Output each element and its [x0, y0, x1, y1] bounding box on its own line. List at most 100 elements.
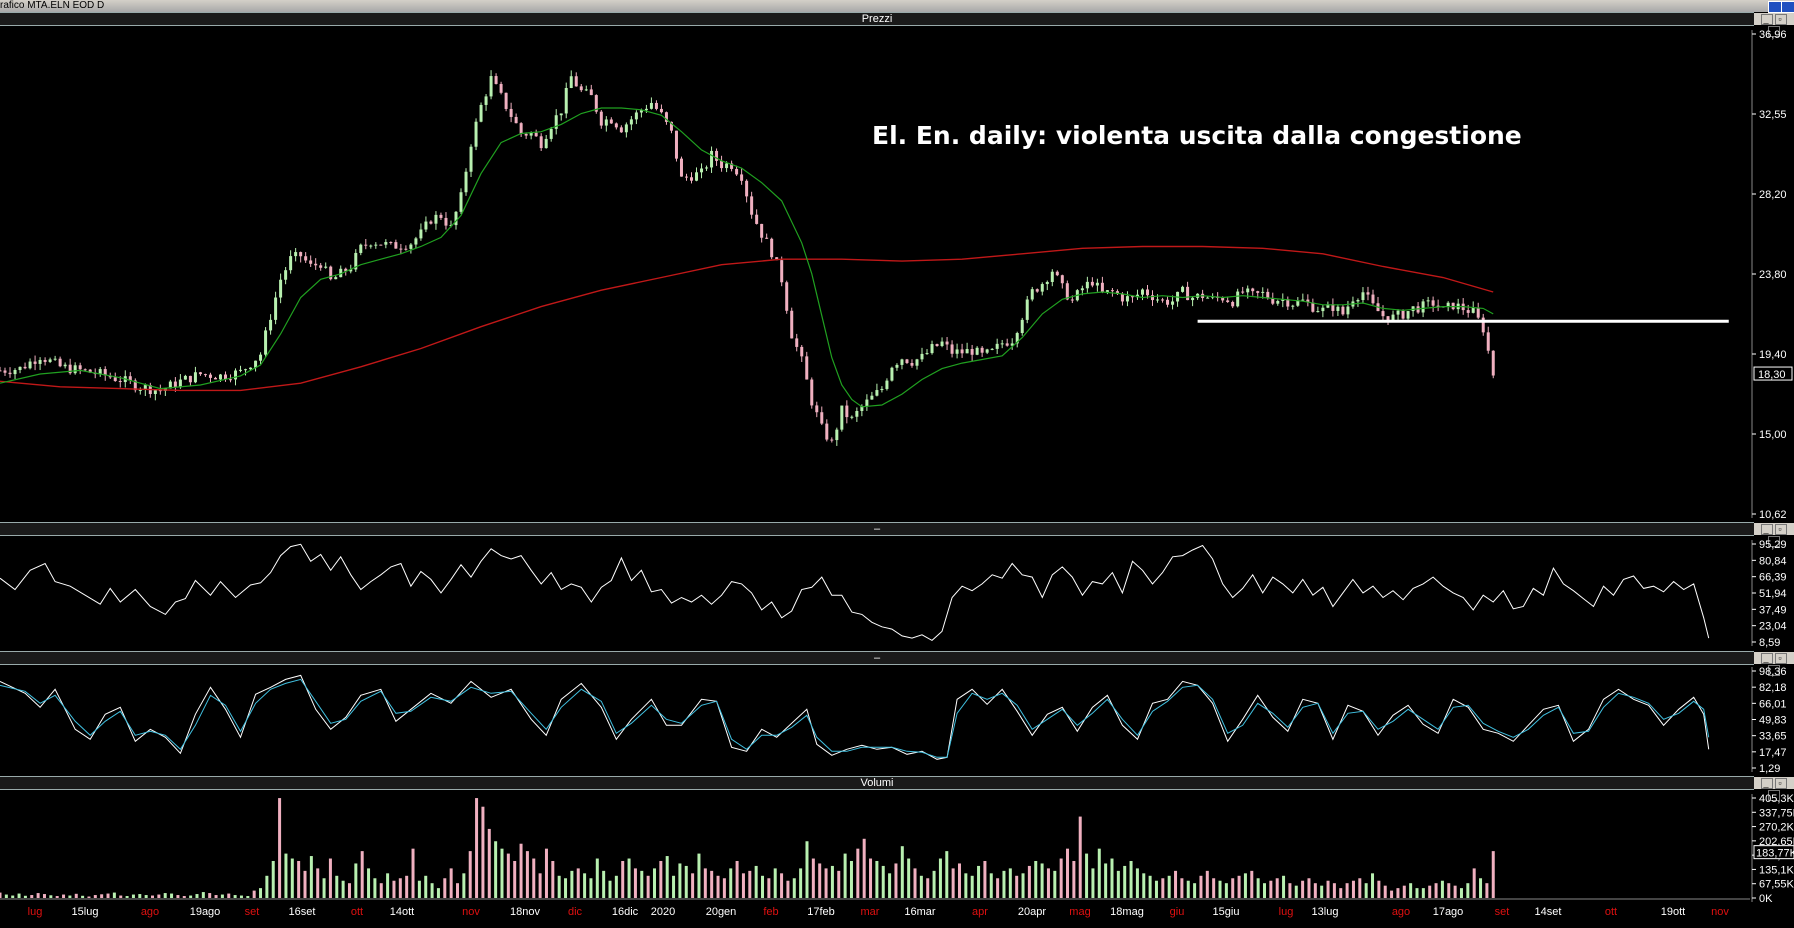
- volume-bar: [913, 868, 917, 898]
- candle-body: [644, 108, 648, 111]
- candle-body: [1100, 282, 1104, 292]
- candle-body: [369, 245, 373, 247]
- date-tick-label: 15giu: [1213, 906, 1240, 918]
- candle-body: [1115, 291, 1119, 295]
- date-tick-label: mar: [861, 906, 880, 918]
- volume-panel-controls[interactable]: _ ▫□: [1754, 777, 1794, 801]
- candle-body: [1020, 319, 1024, 334]
- price-panel-label: Prezzi: [861, 13, 893, 25]
- candle-body: [229, 379, 233, 381]
- volume-bar: [1015, 875, 1019, 898]
- candle-body: [1156, 299, 1160, 301]
- panel-restore-icon[interactable]: ▫: [1775, 524, 1787, 535]
- panel-restore-icon[interactable]: ▫: [1775, 778, 1787, 789]
- candle-body: [569, 76, 573, 88]
- date-tick-label: 18nov: [510, 906, 540, 918]
- candle-body: [1451, 302, 1455, 310]
- rsi-panel[interactable]: 95,29 80,84 66,39 51,94 37,49 23,04 8,59: [0, 539, 1787, 649]
- volume-bar: [1072, 860, 1076, 898]
- candle-body: [33, 361, 37, 364]
- candle-body: [865, 399, 869, 407]
- volume-bar: [945, 851, 949, 898]
- volume-tick-label: 405,3K: [1759, 793, 1794, 805]
- price-panel-controls[interactable]: _ ▫□: [1754, 13, 1794, 37]
- volume-bar: [932, 870, 936, 898]
- window-close-button[interactable]: [1781, 1, 1794, 13]
- candle-body: [73, 365, 77, 374]
- candle-body: [213, 377, 217, 380]
- volume-bar: [417, 880, 421, 898]
- volume-tick-label: 337,75K: [1759, 807, 1794, 819]
- volume-bar: [220, 894, 224, 898]
- panel-restore-icon[interactable]: ▫: [1775, 653, 1787, 664]
- candle-body: [239, 369, 243, 371]
- volume-bar: [1479, 878, 1483, 898]
- stoch-panel-controls[interactable]: _ ▫□: [1754, 652, 1794, 676]
- rsi-tick-label: 95,29: [1759, 539, 1787, 551]
- volume-bar: [1351, 880, 1355, 898]
- candle-body: [399, 248, 403, 250]
- candle-body: [1030, 289, 1034, 300]
- volume-bar: [640, 870, 644, 898]
- panel-maximize-icon[interactable]: □: [1768, 665, 1780, 676]
- panel-restore-icon[interactable]: ▫: [1775, 14, 1787, 25]
- candle-body: [173, 381, 177, 388]
- candle-body: [1421, 301, 1425, 313]
- volume-bar: [1358, 878, 1362, 898]
- volume-bar: [506, 853, 510, 898]
- candle-body: [1491, 350, 1495, 376]
- candle-body: [915, 359, 919, 366]
- candle-body: [629, 119, 633, 125]
- panel-maximize-icon[interactable]: □: [1768, 790, 1780, 801]
- volume-bar: [767, 878, 771, 898]
- candle-body: [274, 297, 278, 320]
- volume-bar: [49, 895, 53, 898]
- volume-bar: [405, 875, 409, 898]
- candle-body: [885, 380, 889, 389]
- volume-bar: [1002, 870, 1006, 898]
- volume-bar: [138, 894, 142, 898]
- volume-bar: [1472, 868, 1476, 898]
- candle-body: [559, 113, 563, 116]
- candle-body: [133, 380, 137, 391]
- volume-bar: [1345, 883, 1349, 898]
- volume-bar: [195, 894, 199, 898]
- candle-body: [384, 242, 388, 245]
- volume-bar: [1218, 880, 1222, 898]
- volume-bar: [11, 895, 15, 898]
- candle-body: [960, 349, 964, 354]
- date-tick-label: 14set: [1535, 906, 1562, 918]
- candle-body: [1065, 283, 1069, 300]
- price-panel[interactable]: 36,96 32,55 28,20 23,80 19,40 15,00 10,62 18,30: [0, 29, 1793, 521]
- candle-body: [509, 108, 513, 117]
- candle-body: [439, 214, 443, 218]
- volume-bar: [602, 870, 606, 898]
- volume-bar: [392, 880, 396, 898]
- candle-body: [654, 102, 658, 109]
- candle-body: [745, 180, 749, 197]
- candle-body: [825, 423, 829, 440]
- volume-bar: [1123, 865, 1127, 898]
- volume-bar: [233, 895, 237, 898]
- candle-body: [389, 242, 393, 244]
- panel-maximize-icon[interactable]: □: [1768, 536, 1780, 547]
- candle-body: [554, 115, 558, 129]
- candle-body: [1281, 299, 1285, 301]
- volume-panel[interactable]: 405,3K 337,75K 270,2K 202,65K183,77K 135,1K 6…: [0, 793, 1794, 905]
- candle-body: [314, 263, 318, 266]
- volume-bar: [672, 875, 676, 898]
- candle-body: [469, 146, 473, 172]
- candle-body: [394, 242, 398, 249]
- candle-body: [1145, 289, 1149, 296]
- last-price-tag-box: [1753, 366, 1793, 381]
- candle-body: [168, 381, 172, 389]
- candle-body: [218, 374, 222, 380]
- candle-body: [1396, 310, 1400, 315]
- volume-bar: [398, 878, 402, 898]
- stochastic-panel[interactable]: 98,36 82,18 66,01 49,83 33,65 17,47 1,29: [0, 666, 1787, 775]
- candle-body: [770, 238, 774, 258]
- candle-body: [1381, 311, 1385, 317]
- rsi-panel-controls[interactable]: _ ▫□: [1754, 523, 1794, 547]
- panel-maximize-icon[interactable]: □: [1768, 26, 1780, 37]
